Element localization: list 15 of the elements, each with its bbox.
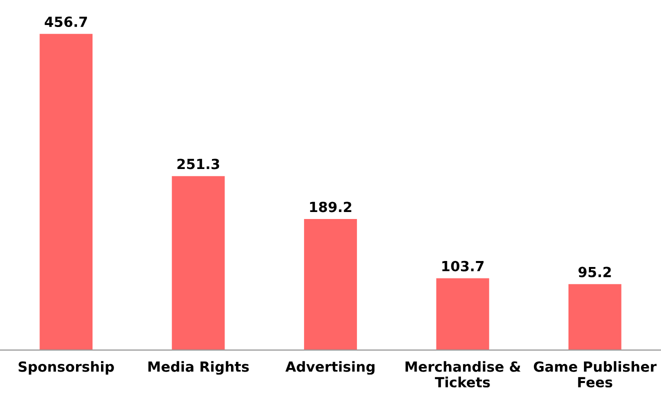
data-label: 103.7: [442, 260, 484, 272]
data-label: 456.7: [44, 16, 87, 28]
bar: [568, 284, 622, 350]
x-tick-label: Media Rights: [148, 361, 249, 375]
bar: [304, 219, 357, 350]
x-tick-label: Game Publisher Fees: [534, 361, 657, 388]
data-label: 189.2: [310, 202, 352, 212]
x-tick-label: Sponsorship: [18, 361, 114, 375]
data-label: 95.2: [578, 266, 611, 278]
bar: [172, 176, 225, 350]
x-tick-label: Merchandise & Tickets: [406, 361, 521, 388]
bar: [436, 278, 490, 350]
data-label: 251.3: [177, 158, 220, 170]
bar: [40, 34, 93, 350]
x-tick-label: Advertising: [285, 361, 374, 375]
